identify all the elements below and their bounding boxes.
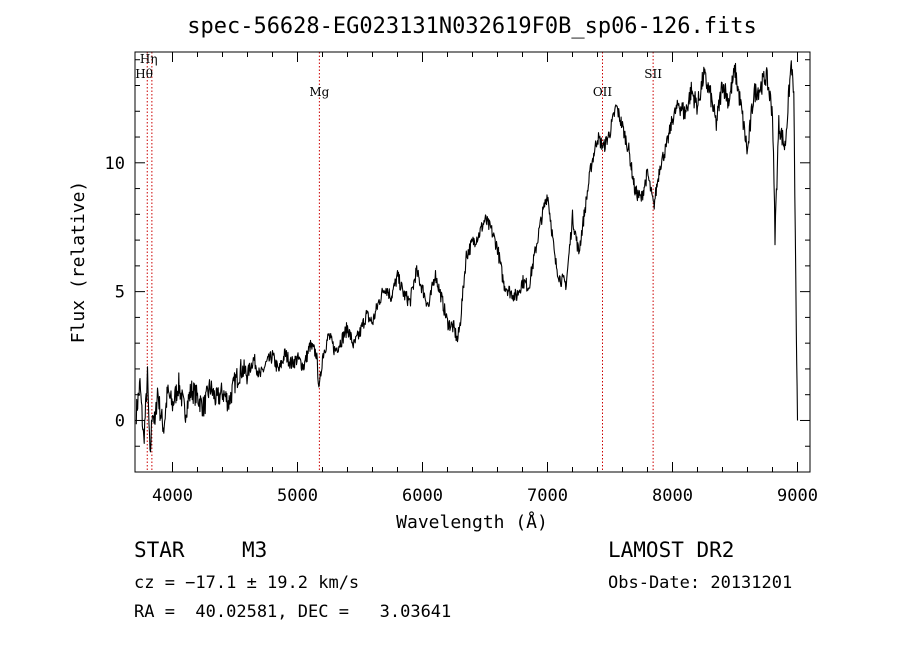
plot-frame — [134, 51, 811, 473]
marker-label: Hθ — [135, 67, 153, 81]
marker-label: Mg — [309, 85, 329, 99]
x-tick-label: 4000 — [152, 486, 193, 506]
x-axis: 4000 5000 6000 7000 8000 9000 — [152, 52, 818, 506]
x-tick-label: 6000 — [402, 486, 443, 506]
object-subclass: M3 — [242, 538, 268, 562]
y-axis: 0 5 10 — [105, 59, 810, 473]
x-tick-label: 5000 — [277, 486, 318, 506]
y-axis-label: Flux (relative) — [68, 181, 89, 344]
object-class: STAR — [134, 538, 185, 562]
y-tick-label: 5 — [115, 283, 125, 303]
chart-title: spec-56628-EG023131N032619F0B_sp06-126.f… — [187, 14, 757, 39]
marker-label: SII — [644, 67, 662, 81]
x-axis-label: Wavelength (Å) — [396, 511, 548, 533]
y-tick-label: 10 — [105, 154, 125, 174]
x-tick-label: 9000 — [777, 486, 818, 506]
marker-label: Hη — [140, 52, 158, 66]
observation-date: Obs-Date: 20131201 — [608, 573, 793, 593]
marker-lines — [146, 52, 654, 472]
redshift-value: cz = −17.1 ± 19.2 km/s — [134, 573, 360, 593]
y-tick-label: 0 — [115, 411, 125, 431]
spectrum-line — [135, 60, 799, 453]
sky-coordinates: RA = 40.02581, DEC = 3.03641 — [134, 602, 452, 622]
marker-label: OII — [593, 85, 613, 99]
survey-name: LAMOST DR2 — [608, 538, 735, 562]
x-tick-label: 7000 — [527, 486, 568, 506]
x-tick-label: 8000 — [652, 486, 693, 506]
